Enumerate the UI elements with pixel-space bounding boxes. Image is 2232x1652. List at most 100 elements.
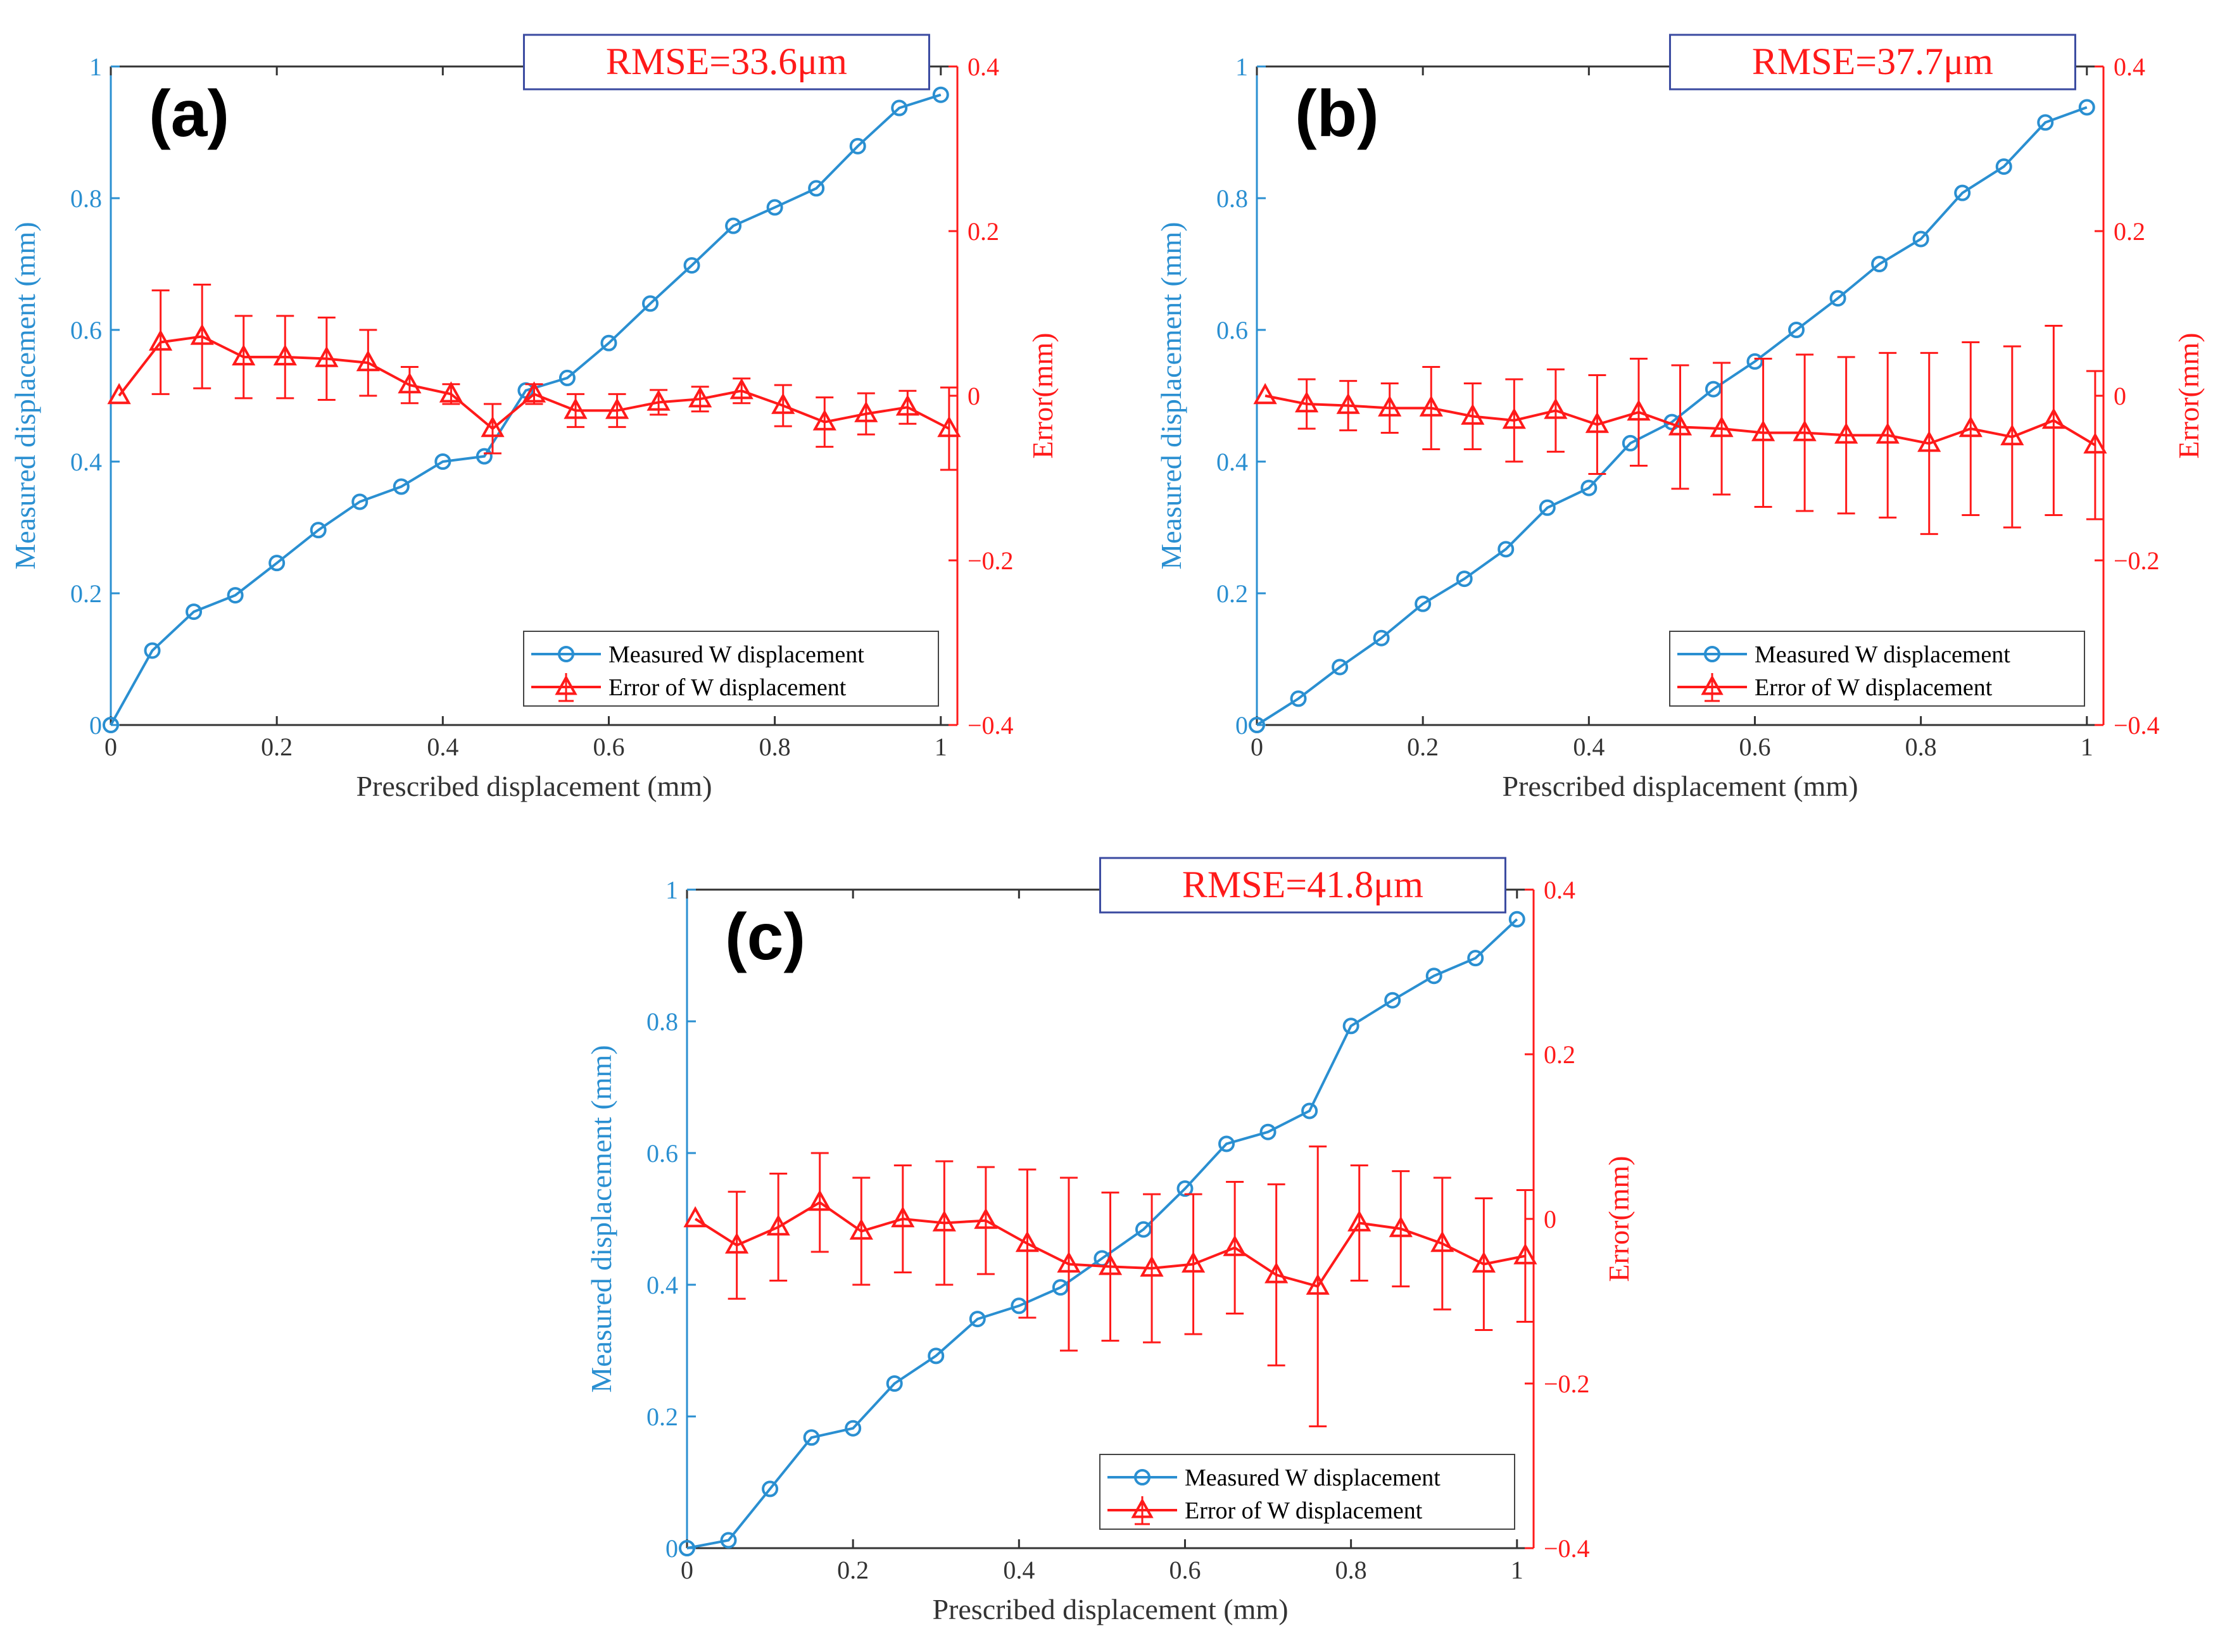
legend: Measured W displacement Error of W displa… [1099,1454,1515,1530]
measured-point [1497,541,1515,558]
x-tick-label: 1 [935,733,947,761]
rmse-box [1668,34,2076,91]
y-right-tick-label: −0.4 [2114,711,2160,740]
error-point [849,1218,873,1240]
error-point [190,324,214,345]
x-tick-label: 0.4 [427,733,458,761]
error-point [605,398,629,419]
error-point [1461,403,1485,425]
measured-point [762,1480,779,1498]
measured-point [103,717,119,733]
x-tick-label: 0.8 [759,733,791,761]
measured-point [720,1532,737,1549]
error-point [2041,407,2066,429]
measured-point [683,257,700,274]
measured-point [1384,992,1401,1009]
y-right-axis-label: Error(mm) [1026,332,1059,458]
y-right-tick-label: −0.4 [968,711,1014,740]
y-left-tick-label: 1 [89,53,102,81]
error-point [439,381,463,403]
measured-point [351,493,369,510]
error-point [937,415,961,438]
x-tick-label: 1 [1511,1556,1523,1584]
legend-entry: Measured W displacement [1185,1465,1441,1491]
error-point [2000,424,2024,446]
x-tick-label: 0.8 [1335,1556,1367,1584]
panel-label: (b) [1295,77,1379,151]
x-tick-label: 0 [681,1556,693,1584]
y-left-tick-label: 0 [89,711,102,740]
error-point [398,372,422,394]
error-point [724,1232,749,1254]
y-right-tick-label: 0 [1544,1205,1556,1233]
measured-point [725,217,742,234]
error-point [1502,407,1526,429]
y-right-tick-label: 0.4 [2114,53,2145,81]
y-right-tick-label: 0 [2114,382,2126,410]
x-tick-label: 1 [2081,733,2093,761]
measured-point [1176,1180,1194,1197]
y-left-tick-label: 0.6 [646,1139,678,1168]
y-right-tick-label: −0.2 [1544,1370,1590,1398]
measured-point [1788,322,1805,338]
x-axis-label: Prescribed displacement (mm) [1502,770,1858,802]
x-tick-label: 0.4 [1003,1556,1035,1584]
x-tick-label: 0.6 [1739,733,1770,761]
error-point [1264,1262,1289,1283]
y-left-tick-label: 0.2 [646,1403,678,1431]
x-tick-label: 0 [104,733,117,761]
y-right-tick-label: 0 [968,382,980,410]
measured-series-line [110,93,942,726]
measured-point [1995,158,2012,175]
panel-label: (a) [149,77,229,151]
measured-point [1580,479,1598,496]
measured-point [268,555,286,572]
error-point [812,409,836,431]
measured-point [2078,99,2095,116]
measured-point [1746,353,1763,370]
legend-error-marker [1131,1498,1154,1518]
measured-point [1290,690,1307,707]
error-point [1513,1243,1537,1264]
measured-point [928,1347,945,1365]
error-point [895,394,920,416]
chart-panel-c: 0 0.2 0.4 0.6 0.8 1 0 0.2 0.4 0.6 0.8 1 −0.4 −0.2 0 0.2… [585,857,1635,1625]
x-tick-label: 0.2 [837,1556,869,1584]
measured-point [1912,230,1929,248]
x-tick-label: 0.6 [593,733,624,761]
error-point [891,1206,915,1228]
measured-point [1011,1297,1028,1315]
error-point [1306,1273,1330,1295]
x-tick-label: 0.4 [1573,733,1605,761]
measured-point [144,642,161,659]
y-left-tick-label: 0.8 [646,1007,678,1036]
x-axis-label: Prescribed displacement (mm) [356,770,712,802]
y-right-axis-label: Error(mm) [2172,332,2205,458]
panel-label: (c) [725,900,805,974]
y-right-axis-label: Error(mm) [1603,1156,1635,1282]
legend: Measured W displacement Error of W displa… [1669,631,2085,707]
error-point [1419,395,1443,417]
y-left-tick-label: 0.8 [70,184,102,213]
error-point [1140,1255,1164,1277]
y-left-tick-label: 0.2 [70,579,102,608]
measured-point [1342,1018,1359,1035]
y-right-tick-label: −0.2 [2114,546,2160,575]
measured-point [1425,968,1442,985]
error-point [1015,1230,1040,1252]
y-left-tick-label: 0.8 [1216,184,1248,213]
legend-entry: Error of W displacement [1185,1498,1423,1524]
measured-point [1332,659,1349,676]
y-right-tick-label: 0.2 [1544,1040,1575,1069]
measured-point [393,478,410,495]
error-point [1253,382,1277,405]
error-point [522,381,546,403]
error-point [481,415,505,438]
error-point [232,344,256,366]
error-point [1098,1254,1123,1275]
error-point [1378,395,1402,417]
measured-point [1871,256,1888,272]
error-point [1710,415,1734,438]
rmse-label: RMSE=37.7μm [1752,41,1993,82]
error-point [1668,414,1693,436]
